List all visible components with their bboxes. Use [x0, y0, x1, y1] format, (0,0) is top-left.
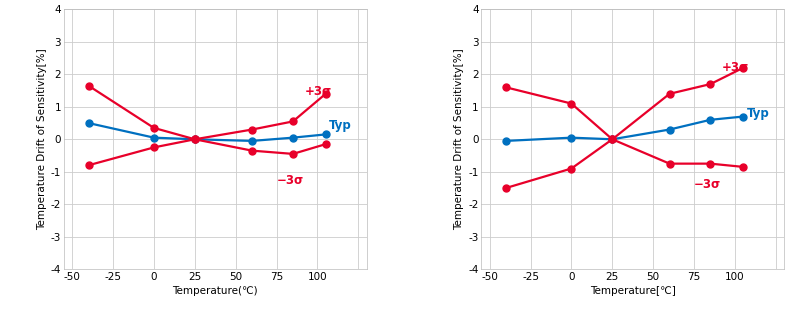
X-axis label: Temperature[℃]: Temperature[℃] [590, 286, 676, 296]
Text: Typ: Typ [329, 119, 352, 132]
Text: +3σ: +3σ [722, 61, 749, 74]
Text: −3σ: −3σ [694, 177, 721, 191]
Text: +3σ: +3σ [304, 85, 331, 98]
Y-axis label: Temperature Drift of Sensitivity[%]: Temperature Drift of Sensitivity[%] [454, 49, 464, 230]
Y-axis label: Temperature Drift of Sensitivity[%]: Temperature Drift of Sensitivity[%] [37, 49, 46, 230]
X-axis label: Temperature(℃): Temperature(℃) [173, 286, 258, 296]
Text: Typ: Typ [746, 107, 769, 121]
Text: −3σ: −3σ [277, 174, 304, 187]
